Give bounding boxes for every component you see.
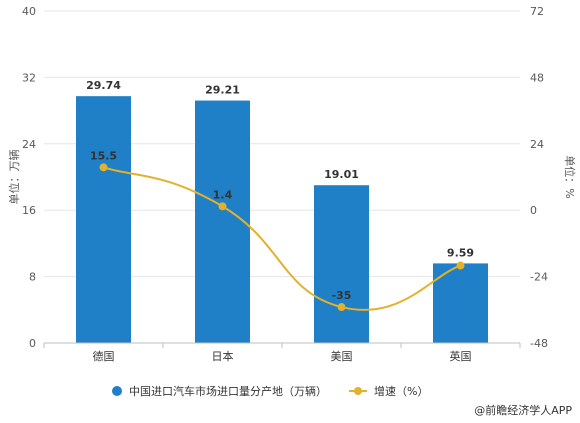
x-tick-label: 美国 xyxy=(331,350,353,363)
line-point xyxy=(337,303,346,312)
y2-axis-title: 单位：% xyxy=(563,155,577,198)
y-tick-label: 16 xyxy=(22,204,36,217)
y-tick-label: 32 xyxy=(22,71,36,84)
y-tick-label: 40 xyxy=(22,5,36,18)
source-credit: @前瞻经济学人APP xyxy=(474,404,572,417)
line-data-label: 15.5 xyxy=(90,149,117,162)
x-tick-label: 英国 xyxy=(450,349,472,363)
bar-data-label: 9.59 xyxy=(447,246,474,259)
line-point xyxy=(456,261,465,270)
legend-item-line: 增速（%） xyxy=(349,383,428,399)
line-point xyxy=(218,202,227,211)
y2-tick-label: 24 xyxy=(530,138,544,151)
legend-line-icon xyxy=(349,386,367,396)
line-series: 15.5 1.4 -35 xyxy=(90,149,465,312)
bar xyxy=(76,96,131,344)
y-tick-label: 8 xyxy=(29,271,36,284)
y-tick-label: 24 xyxy=(22,138,36,151)
line-point xyxy=(99,163,108,172)
bar-data-label: 19.01 xyxy=(324,168,359,181)
y-tick-label: 0 xyxy=(29,337,36,350)
bar-data-label: 29.21 xyxy=(205,84,240,97)
legend-item-bar: 中国进口汽车市场进口量分产地（万辆） xyxy=(112,383,327,399)
y2-tick-label: -24 xyxy=(530,271,548,284)
legend-label-bar: 中国进口汽车市场进口量分产地（万辆） xyxy=(129,385,327,398)
bar xyxy=(195,100,250,343)
chart: 29.74 29.21 19.01 9.59 15.5 1.4 -35 0 8 16 24 32 4… xyxy=(7,5,577,363)
line-data-label: 1.4 xyxy=(213,188,233,201)
growth-line xyxy=(103,166,461,311)
bar-series: 29.74 29.21 19.01 9.59 xyxy=(76,79,488,344)
y-axis-title: 单位：万辆 xyxy=(7,150,21,205)
x-tick-label: 日本 xyxy=(212,349,234,363)
y2-tick-label: 48 xyxy=(530,71,544,84)
axes: 0 8 16 24 32 40 -48 -24 0 24 48 72 德国 日本 美国 英国 xyxy=(22,5,548,363)
legend-dot-icon xyxy=(112,386,122,396)
legend: 中国进口汽车市场进口量分产地（万辆） 增速（%） xyxy=(112,383,450,399)
legend-label-line: 增速（%） xyxy=(374,385,429,398)
y2-tick-label: 72 xyxy=(530,5,544,18)
bar-data-label: 29.74 xyxy=(86,79,121,92)
line-data-label: -35 xyxy=(332,289,352,302)
bar xyxy=(314,185,369,343)
y2-tick-label: -48 xyxy=(530,337,548,350)
x-tick-label: 德国 xyxy=(93,349,115,363)
y2-tick-label: 0 xyxy=(530,204,537,217)
